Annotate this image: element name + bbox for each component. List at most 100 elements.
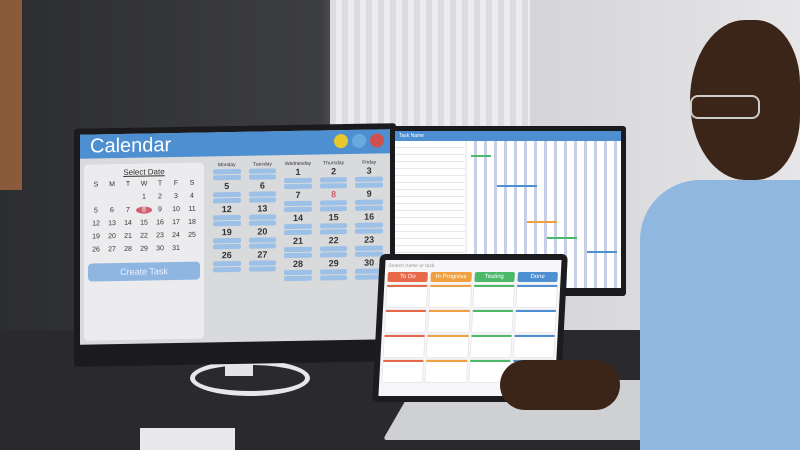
calendar-event[interactable] [213,237,241,244]
calendar-event[interactable] [213,168,241,175]
calendar-event[interactable] [319,229,348,235]
calendar-event[interactable] [248,214,277,220]
date-cell[interactable]: 3 [174,192,178,201]
task-card[interactable] [472,285,515,307]
date-cell[interactable]: 13 [108,220,116,228]
date-cell[interactable]: 28 [124,245,132,253]
date-cell[interactable]: 4 [190,192,194,200]
date-cell[interactable]: 23 [156,232,164,240]
date-cell[interactable]: 31 [172,244,180,253]
task-card[interactable] [382,360,424,382]
day-number[interactable]: 20 [257,226,268,237]
date-cell[interactable]: 19 [92,233,100,241]
calendar-event[interactable] [284,223,312,230]
date-cell[interactable]: 18 [188,218,196,226]
task-card[interactable] [469,335,512,357]
calendar-event[interactable] [248,197,277,203]
day-number[interactable]: 12 [221,204,232,215]
users-icon[interactable] [352,133,366,148]
calendar-event[interactable] [284,252,312,259]
calendar-event[interactable] [248,260,277,266]
calendar-event[interactable] [355,251,383,257]
task-card[interactable] [513,335,555,357]
date-cell[interactable]: 12 [92,220,100,228]
clock-icon[interactable] [334,134,348,149]
day-number[interactable]: 19 [221,227,232,238]
date-cell[interactable]: 26 [92,246,100,254]
calendar-event[interactable] [248,168,277,174]
calendar-event[interactable] [213,214,241,221]
calendar-event[interactable] [319,206,348,212]
day-number[interactable]: 21 [292,235,303,246]
date-cell[interactable]: 6 [110,207,114,215]
calendar-event[interactable] [319,223,348,229]
day-number[interactable]: 8 [331,189,337,200]
date-cell[interactable]: 2 [158,193,162,201]
calendar-event[interactable] [355,228,383,234]
calendar-event[interactable] [355,222,383,228]
day-number[interactable]: 7 [295,189,301,200]
date-cell[interactable]: 14 [124,219,132,227]
calendar-event[interactable] [213,260,241,267]
date-cell[interactable]: 17 [172,218,180,227]
day-number[interactable]: 1 [295,166,301,177]
date-cell[interactable] [184,245,200,252]
date-cell[interactable]: 5 [94,207,98,215]
day-number[interactable]: 14 [292,212,303,223]
calendar-event[interactable] [319,200,348,206]
calendar-event[interactable] [284,275,312,282]
day-number[interactable]: 13 [257,203,268,214]
day-number[interactable]: 3 [366,165,372,176]
date-cell[interactable]: 8 [136,206,152,214]
calendar-event[interactable] [319,246,348,252]
task-card[interactable] [514,310,556,332]
date-cell[interactable]: 24 [172,231,180,240]
calendar-event[interactable] [284,177,312,184]
calendar-event[interactable] [213,197,241,204]
calendar-event[interactable] [319,177,348,183]
date-cell[interactable]: 22 [140,232,148,240]
calendar-icon[interactable] [370,133,384,148]
calendar-event[interactable] [213,220,241,227]
date-cell[interactable]: 16 [156,219,164,227]
calendar-event[interactable] [284,183,312,190]
date-cell[interactable]: 20 [108,233,116,241]
task-card[interactable] [383,335,425,357]
day-number[interactable]: 23 [364,234,375,245]
date-cell[interactable] [88,194,104,201]
day-number[interactable]: 16 [364,211,375,222]
task-card[interactable] [425,360,467,382]
date-cell[interactable] [104,194,120,201]
calendar-event[interactable] [248,243,277,249]
calendar-event[interactable] [248,237,277,243]
calendar-event[interactable] [284,269,312,276]
calendar-event[interactable] [284,200,312,207]
calendar-event[interactable] [355,176,383,182]
date-cell[interactable]: 27 [108,246,116,254]
date-cell[interactable] [120,194,136,201]
calendar-event[interactable] [248,191,277,197]
calendar-event[interactable] [248,266,277,272]
day-number[interactable]: 28 [292,258,303,269]
task-card[interactable] [428,310,470,332]
date-cell[interactable]: 10 [172,205,180,214]
date-cell[interactable]: 21 [124,232,132,240]
date-cell[interactable]: 9 [158,206,162,214]
calendar-event[interactable] [319,252,348,258]
date-cell[interactable]: 25 [188,231,196,239]
task-card[interactable] [471,310,513,332]
calendar-event[interactable] [355,245,383,251]
calendar-event[interactable] [355,182,383,188]
calendar-event[interactable] [355,205,383,211]
calendar-event[interactable] [319,275,348,281]
calendar-event[interactable] [213,266,241,273]
date-cell[interactable]: 29 [140,245,148,253]
task-card[interactable] [515,285,558,307]
calendar-event[interactable] [213,191,241,198]
calendar-event[interactable] [213,243,241,250]
calendar-event[interactable] [284,229,312,236]
day-number[interactable]: 29 [328,258,339,269]
day-number[interactable]: 2 [331,166,337,177]
day-number[interactable]: 15 [328,212,339,223]
day-number[interactable]: 5 [224,181,230,192]
